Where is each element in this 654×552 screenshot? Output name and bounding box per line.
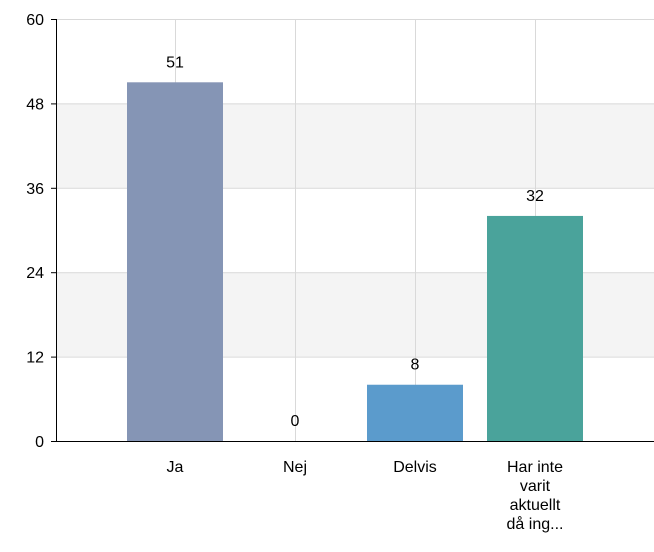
x-tick-label-line: Nej xyxy=(283,459,307,476)
x-tick-label-line: varit xyxy=(520,478,551,495)
x-tick-label-3: Delvis xyxy=(393,459,437,476)
y-tick-label: 24 xyxy=(26,265,44,282)
x-tick-label-line: då ing... xyxy=(507,515,564,533)
x-tick-label-line: Har inte xyxy=(507,459,563,476)
y-tick-label: 48 xyxy=(26,96,44,113)
x-tick-label-1: Ja xyxy=(167,459,184,476)
bar-1 xyxy=(127,82,223,442)
data-label-2: 0 xyxy=(291,413,300,430)
bar-3 xyxy=(367,384,463,441)
x-tick-label-line: Delvis xyxy=(393,459,437,476)
data-label-4: 32 xyxy=(526,188,544,205)
bars xyxy=(127,82,583,442)
x-tick-label-line: aktuellt xyxy=(510,497,561,514)
axes xyxy=(51,19,654,442)
y-tick-label: 12 xyxy=(26,350,44,367)
data-label-3: 8 xyxy=(411,357,420,374)
data-label-1: 51 xyxy=(166,54,184,71)
y-tick-label: 60 xyxy=(26,12,44,29)
x-tick-label-2: Nej xyxy=(283,459,307,476)
y-tick-label: 36 xyxy=(26,181,44,198)
x-tick-label-line: Ja xyxy=(167,459,184,476)
bar-4 xyxy=(487,215,583,441)
labels: 51 0 8 32 0 12 24 36 48 60 Ja Nej Delvis Har inte vari… xyxy=(26,12,563,533)
y-tick-label: 0 xyxy=(35,434,44,451)
x-tick-label-4: Har inte varit aktuellt då ing... xyxy=(507,459,564,533)
